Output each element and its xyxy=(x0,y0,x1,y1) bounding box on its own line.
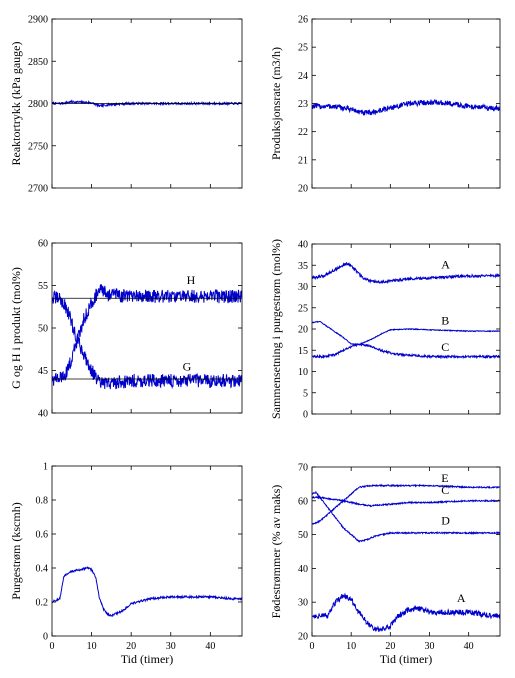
y-tick-label: 2750 xyxy=(28,141,48,152)
series-line-1 xyxy=(312,262,500,285)
series-line-2 xyxy=(312,320,500,346)
y-tick-label: 45 xyxy=(38,366,48,377)
series-line-1 xyxy=(312,483,500,525)
y-tick-label: 20 xyxy=(298,632,308,643)
series-line-2 xyxy=(52,284,242,386)
x-tick-label: 10 xyxy=(346,641,356,652)
series-line-4 xyxy=(312,593,500,632)
y-tick-label: 60 xyxy=(38,239,48,250)
series-group xyxy=(312,98,500,116)
series-line-1 xyxy=(52,566,242,618)
series-annotation: C xyxy=(441,340,449,354)
y-tick-label: 22 xyxy=(298,127,308,138)
chart-panel-6: 20 30 40 50 60 70 0 10 20 30 40 Fødestrømmer (% av … xyxy=(269,463,501,666)
y-tick-label: 0.2 xyxy=(36,598,49,609)
y-tick-label: 0.8 xyxy=(36,496,49,507)
x-tick-label: 0 xyxy=(50,641,55,652)
y-tick-label: 25 xyxy=(298,43,308,54)
y-tick-label: 23 xyxy=(298,99,308,110)
y-tick-label: 30 xyxy=(298,598,308,609)
series-group xyxy=(52,284,242,390)
y-tick-label: 1 xyxy=(43,462,48,473)
x-axis-label: Tid (timer) xyxy=(121,652,174,666)
x-tick-label: 40 xyxy=(205,641,215,652)
y-tick-label: 2850 xyxy=(28,57,48,68)
series-line-1 xyxy=(52,289,242,390)
y-tick-label: 0 xyxy=(43,632,48,643)
y-tick-label: 2900 xyxy=(28,15,48,26)
x-tick-label: 30 xyxy=(166,641,176,652)
y-tick-label: 50 xyxy=(38,324,48,335)
y-tick-label: 5 xyxy=(303,388,308,399)
x-tick-label: 10 xyxy=(87,641,97,652)
chart-panel-2: 20 21 22 23 24 25 26 Produksjonsrate (m3/h) xyxy=(269,15,501,195)
y-tick-label: 24 xyxy=(298,71,308,82)
y-axis-label: G og H i produkt (mol%) xyxy=(9,267,23,389)
series-annotation: A xyxy=(441,258,450,272)
series-line-1 xyxy=(312,98,500,116)
y-tick-label: 15 xyxy=(298,346,308,357)
series-line-3 xyxy=(312,490,500,543)
x-tick-label: 20 xyxy=(385,641,395,652)
y-tick-label: 0.4 xyxy=(36,564,49,575)
chart-panel-3: 40 45 50 55 60 G og H i produkt (mol%) H G xyxy=(9,239,243,420)
axes-box xyxy=(51,465,243,637)
series-annotation: D xyxy=(441,513,450,527)
series-group xyxy=(312,262,500,360)
y-tick-label: 40 xyxy=(298,564,308,575)
x-tick-label: 30 xyxy=(425,641,435,652)
y-tick-label: 2700 xyxy=(28,184,48,195)
series-group xyxy=(312,483,500,632)
y-tick-label: 60 xyxy=(298,496,308,507)
y-axis-label: Produksjonsrate (m3/h) xyxy=(269,47,283,160)
series-annotation: A xyxy=(457,591,466,605)
y-tick-label: 26 xyxy=(298,15,308,26)
series-annotation: E xyxy=(441,471,448,485)
y-axis-label: Fødestrømmer (% av maks) xyxy=(269,485,283,619)
series-annotation: C xyxy=(441,483,449,497)
series-line-2 xyxy=(312,495,500,508)
y-tick-label: 0 xyxy=(303,410,308,421)
y-tick-label: 40 xyxy=(38,409,48,420)
x-tick-label: 40 xyxy=(464,641,474,652)
y-tick-label: 21 xyxy=(298,155,308,166)
series-line-3 xyxy=(312,341,500,360)
x-tick-label: 0 xyxy=(310,641,315,652)
x-axis-label: Tid (timer) xyxy=(380,652,433,666)
y-tick-label: 25 xyxy=(298,303,308,314)
y-tick-label: 40 xyxy=(298,240,308,251)
series-annotation: B xyxy=(441,313,449,327)
y-tick-label: 35 xyxy=(298,261,308,272)
y-axis-label: Sammensetning i purgestrøm (mol%) xyxy=(269,239,283,419)
y-tick-label: 20 xyxy=(298,184,308,195)
y-tick-label: 20 xyxy=(298,325,308,336)
axes-box xyxy=(311,466,501,637)
series-group xyxy=(52,566,242,618)
series-annotation: G xyxy=(183,360,192,374)
y-tick-label: 55 xyxy=(38,281,48,292)
chart-panel-1: 2700 2750 2800 2850 2900 Reaktortrykk (kPa ga… xyxy=(9,15,243,195)
x-tick-label: 20 xyxy=(126,641,136,652)
y-tick-label: 10 xyxy=(298,367,308,378)
y-axis-label: Purgestrøm (kscmh) xyxy=(9,502,23,599)
series-annotation: H xyxy=(187,273,196,287)
y-axis-label: Reaktortrykk (kPa gauge) xyxy=(9,42,23,166)
series-group xyxy=(52,99,242,108)
y-tick-label: 0.6 xyxy=(36,530,49,541)
y-tick-label: 70 xyxy=(298,463,308,474)
chart-panel-4: 0 5 10 15 20 25 30 35 40 Sammensetning i purgestr… xyxy=(269,239,501,421)
y-tick-label: 30 xyxy=(298,282,308,293)
y-tick-label: 2800 xyxy=(28,99,48,110)
y-tick-label: 50 xyxy=(298,530,308,541)
